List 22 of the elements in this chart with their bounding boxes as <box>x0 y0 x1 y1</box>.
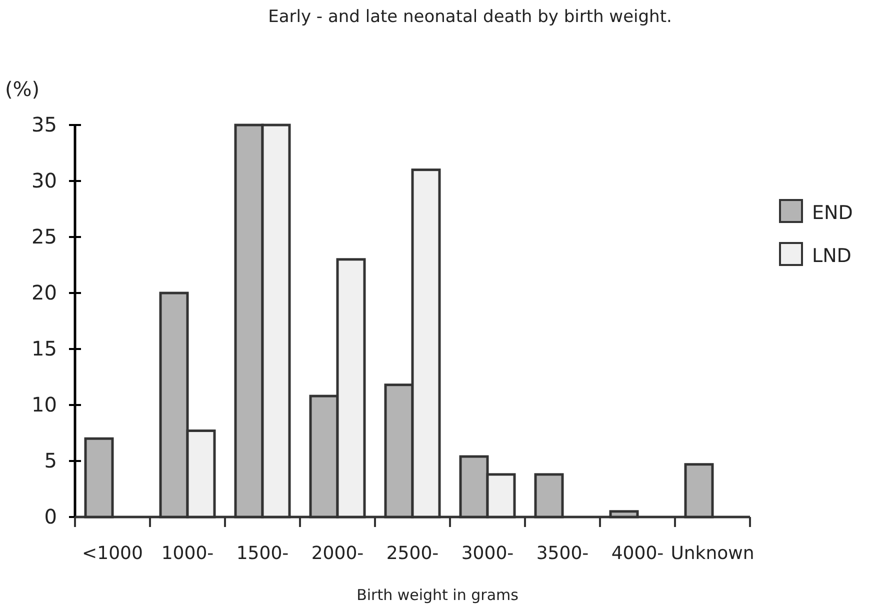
legend-label: END <box>812 202 853 224</box>
y-tick-label: 25 <box>32 224 57 248</box>
y-tick-label: 20 <box>32 280 57 304</box>
x-tick-label: 2000- <box>311 543 364 564</box>
y-axis-title: (%) <box>5 77 40 101</box>
y-tick-label: 5 <box>44 448 57 472</box>
x-tick-label: 3000- <box>461 543 514 564</box>
x-tick-label: Unknown <box>670 543 754 564</box>
y-tick-label: 35 <box>32 112 57 136</box>
x-tick-label: 4000- <box>611 543 664 564</box>
x-axis-title: Birth weight in grams <box>356 586 519 604</box>
x-tick-label: 3500- <box>536 543 589 564</box>
y-tick-label: 30 <box>32 168 57 192</box>
legend-label: LND <box>812 245 852 267</box>
x-tick-label: 2500- <box>386 543 439 564</box>
y-tick-label: 15 <box>32 336 57 360</box>
x-tick-label: 1500- <box>236 543 289 564</box>
chart-title: Early - and late neonatal death by birth weight. <box>268 7 672 27</box>
y-tick-label: 10 <box>32 392 57 416</box>
x-tick-label: 1000- <box>161 543 214 564</box>
y-tick-label: 0 <box>44 504 57 528</box>
x-tick-label: <1000 <box>82 543 143 564</box>
